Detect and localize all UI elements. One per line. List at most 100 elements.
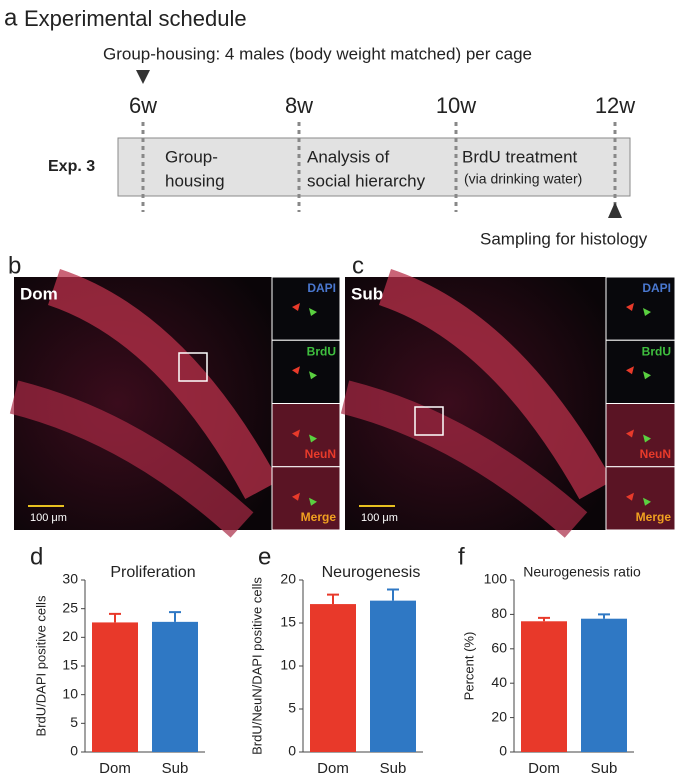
arrow [309, 371, 317, 380]
y-tick-label: 30 [62, 571, 78, 587]
inset [271, 339, 341, 404]
arrow [643, 497, 651, 506]
arrow [643, 371, 651, 380]
arrow [626, 492, 634, 501]
arrow [292, 492, 300, 501]
inset [271, 276, 341, 341]
charts: d Proliferation BrdU/DAPI positive cells 0 5… [30, 543, 641, 777]
y-tick-label: 5 [288, 700, 296, 716]
x-tick-label: Sub [162, 760, 189, 777]
zoom-box [414, 406, 444, 436]
bar [581, 618, 627, 752]
arrow [643, 308, 651, 316]
y-tick-label: 80 [491, 605, 507, 621]
y-tick-label: 15 [280, 614, 296, 630]
bar [370, 600, 416, 752]
arrow [643, 434, 651, 443]
x-tick-label: Sub [380, 760, 407, 777]
panel-label: d [30, 543, 43, 570]
inset [605, 403, 675, 468]
arrow [626, 429, 634, 438]
phase-text: Group- [165, 147, 218, 166]
start-arrow [136, 70, 150, 84]
panel-label: e [258, 543, 271, 570]
arrow [292, 366, 300, 375]
schedule-title: Experimental schedule [24, 6, 247, 31]
arrow [626, 366, 634, 375]
cell-layer [378, 268, 613, 500]
error-bar [327, 593, 339, 605]
arrow [292, 303, 300, 311]
phase-text: BrdU treatment [462, 147, 578, 166]
y-tick-label: 10 [280, 657, 296, 673]
housing-note: Group-housing: 4 males (body weight matc… [103, 44, 532, 63]
channel-label: DAPI [307, 281, 336, 295]
y-tick-label: 0 [70, 743, 78, 759]
channel-label: Merge [301, 510, 337, 524]
channel-label: NeuN [640, 447, 671, 461]
arrow [309, 434, 317, 443]
week-label: 8w [285, 93, 313, 118]
chart-title: Neurogenesis [322, 564, 421, 581]
chart-title: Neurogenesis ratio [523, 564, 641, 580]
cell-layer [9, 380, 254, 538]
inset [605, 466, 675, 531]
channel-label: DAPI [642, 281, 671, 295]
scale-label: 100 μm [361, 512, 398, 524]
channel-label: Merge [636, 510, 672, 524]
inset [271, 403, 341, 468]
cell-layer [340, 380, 588, 538]
bar [521, 621, 567, 752]
error-bar [169, 611, 181, 622]
channel-label: NeuN [305, 447, 336, 461]
y-axis-label: BrdU/NeuN/DAPI positive cells [249, 577, 264, 755]
phase-text: social hierarchy [307, 171, 426, 190]
inset [271, 466, 341, 531]
arrow [292, 429, 300, 438]
y-tick-label: 10 [62, 685, 78, 701]
arrow [626, 303, 634, 311]
phase-text: Analysis of [307, 147, 389, 166]
y-tick-label: 20 [491, 708, 507, 724]
bar [152, 621, 198, 752]
y-tick-label: 15 [62, 657, 78, 673]
end-arrow [608, 202, 622, 218]
y-tick-label: 20 [62, 628, 78, 644]
arrow [309, 497, 317, 506]
group-label: Dom [20, 284, 58, 303]
arrow [309, 308, 317, 316]
error-bar [598, 613, 610, 619]
inset [605, 339, 675, 404]
phase-text: housing [165, 171, 225, 190]
phase-text: (via drinking water) [464, 171, 582, 187]
timeline-box [117, 137, 631, 197]
channel-label: BrdU [642, 344, 671, 358]
experiment-label: Exp. 3 [48, 158, 95, 175]
week-label: 10w [436, 93, 476, 118]
y-tick-label: 0 [288, 743, 296, 759]
cell-layer [47, 268, 279, 500]
group-label: Sub [351, 284, 383, 303]
y-tick-label: 25 [62, 599, 78, 615]
panel-label: c [352, 252, 364, 279]
panel-label: a [4, 4, 18, 31]
y-axis-label: Percent (%) [461, 632, 476, 701]
error-bar [387, 588, 399, 601]
week-label: 12w [595, 93, 635, 118]
x-tick-label: Dom [99, 760, 131, 777]
y-tick-label: 0 [499, 743, 507, 759]
channel-label: BrdU [307, 344, 336, 358]
panel-label: b [8, 252, 21, 279]
y-tick-label: 60 [491, 640, 507, 656]
x-tick-label: Dom [317, 760, 349, 777]
y-tick-label: 100 [484, 571, 508, 587]
y-tick-label: 40 [491, 674, 507, 690]
error-bar [109, 612, 121, 623]
panel-label: f [458, 543, 465, 570]
timeline-markers [141, 122, 617, 212]
y-tick-label: 20 [280, 571, 296, 587]
x-tick-label: Dom [528, 760, 560, 777]
chart-title: Proliferation [110, 564, 195, 581]
bar [92, 622, 138, 752]
